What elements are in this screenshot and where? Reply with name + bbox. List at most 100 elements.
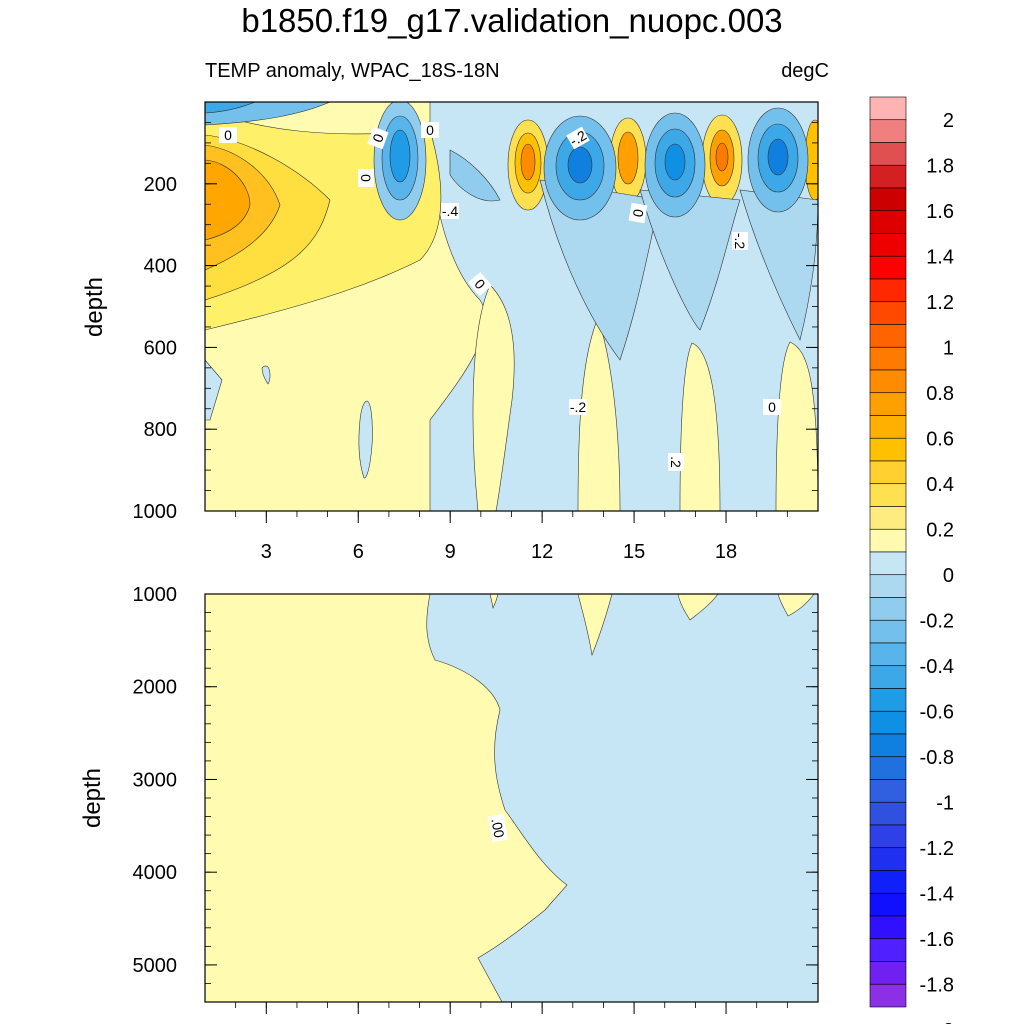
colorbar-label: -1 [936,792,954,814]
colorbar-label: -0.2 [920,610,954,632]
svg-text:-.2: -.2 [567,127,589,149]
colorbar-swatch [869,642,907,667]
upper-y-tick-label: 800 [144,419,177,441]
colorbar-swatch [869,528,907,553]
colorbar-label: -2 [936,1020,954,1024]
lower-contour-label: .00 [487,813,509,843]
upper-y-axis-label: depth [81,277,108,337]
svg-text:-.2: -.2 [732,233,748,250]
upper-y-tick-label: 600 [144,337,177,359]
colorbar-label: 0.6 [926,428,954,450]
colorbar-label: -1.4 [920,883,954,905]
upper-contour-label: 0 [468,271,492,297]
colorbar-swatch [869,824,907,849]
colorbar-swatch [869,710,907,735]
upper-contour-label: 0 [763,399,781,415]
colorbar-swatch [869,119,907,143]
colorbar-swatch [869,483,907,507]
upper-contour-label: 0 [421,122,439,138]
upper-x-tick-label: 6 [353,541,364,563]
lower-y-tick-label: 5000 [133,955,178,977]
colorbar-swatch [869,233,907,257]
colorbar-swatch [869,369,907,394]
upper-y-tick-label: 400 [144,256,177,278]
upper-contour-label: .2 [668,453,684,471]
colorbar-label: 1.4 [926,246,954,268]
colorbar-label: -0.8 [920,747,954,769]
colorbar-swatch [869,187,907,212]
lower-y-tick-label: 2000 [133,677,178,699]
colorbar-swatch [869,688,907,712]
colorbar-label: -1.8 [920,974,954,996]
colorbar-swatch [869,210,907,234]
colorbar-swatch [869,938,907,962]
colorbar-label: 0.8 [926,383,954,405]
colorbar-label: 2 [943,110,954,132]
upper-contour-label: -.2 [732,232,748,250]
upper-contour-label: -.4 [441,203,459,219]
colorbar-swatch [869,619,907,644]
colorbar-swatch [869,346,907,371]
colorbar-swatch [869,801,907,826]
lower-y-tick-label: 3000 [133,769,178,791]
upper-y-tick-label: 200 [144,174,177,196]
colorbar-swatch [869,415,907,439]
upper-contour-label: 0 [628,202,648,224]
colorbar-swatch [869,551,907,576]
upper-contour-label: 0 [367,126,389,150]
svg-text:0: 0 [426,122,434,138]
svg-text:0: 0 [629,208,646,219]
colorbar-swatch [869,255,907,280]
upper-y-tick-label: 1000 [133,501,178,523]
chart-title: b1850.f19_g17.validation_nuopc.003 [241,2,783,39]
colorbar-swatch [869,665,907,689]
lower-y-tick-label: 4000 [133,862,178,884]
colorbar-label: 1.6 [926,201,954,223]
colorbar-swatch [869,892,907,917]
svg-text:.00: .00 [488,817,507,839]
colorbar-swatch [869,847,907,871]
lower-contour-fills [205,594,818,1002]
colorbar-swatch [869,142,907,166]
colorbar-swatch [869,756,907,780]
variable-subtitle: TEMP anomaly, WPAC_18S-18N [205,60,500,82]
colorbar-swatch [869,779,907,803]
colorbar-swatch [869,915,907,940]
colorbar-swatch [869,506,907,530]
colorbar-swatch [869,597,907,621]
colorbar-swatch [869,437,907,462]
colorbar-label: 0.2 [926,519,954,541]
svg-text:-.4: -.4 [442,203,459,219]
upper-x-tick-label: 18 [715,541,737,563]
colorbar-swatch [869,574,907,598]
colorbar-swatch [869,870,907,894]
upper-x-tick-label: 12 [531,541,553,563]
units-subtitle: degC [781,60,829,82]
colorbar-swatch [869,392,907,416]
colorbar-swatch [869,983,907,1008]
svg-text:.2: .2 [668,456,684,468]
colorbar-label: -0.4 [920,656,954,678]
colorbar-swatch [869,164,907,189]
upper-contour-label: -.2 [569,399,587,415]
colorbar-swatch [869,96,907,121]
colorbar-label: 0 [943,565,954,587]
upper-contour-label: 0 [358,169,374,187]
upper-contour-label: -.2 [566,126,590,150]
colorbar-label: 0.4 [926,474,954,496]
upper-x-tick-label: 3 [261,541,272,563]
upper-contour-fills [205,102,818,511]
svg-text:0: 0 [358,174,374,182]
colorbar-label: -1.6 [920,929,954,951]
colorbar: 2 1.8 1.6 1.4 1.2 1 0.8 0.6 0.4 0.2 0 -0.2 -0.4 -0.6 -… [869,96,954,1024]
upper-x-tick-label: 9 [445,541,456,563]
colorbar-swatch [869,460,907,485]
colorbar-label: -1.2 [920,838,954,860]
colorbar-swatch [869,733,907,758]
upper-contour-label: 0 [219,127,237,143]
svg-text:0: 0 [224,127,232,143]
colorbar-label: -0.6 [920,701,954,723]
colorbar-swatch [869,961,907,985]
colorbar-label: 1 [943,337,954,359]
